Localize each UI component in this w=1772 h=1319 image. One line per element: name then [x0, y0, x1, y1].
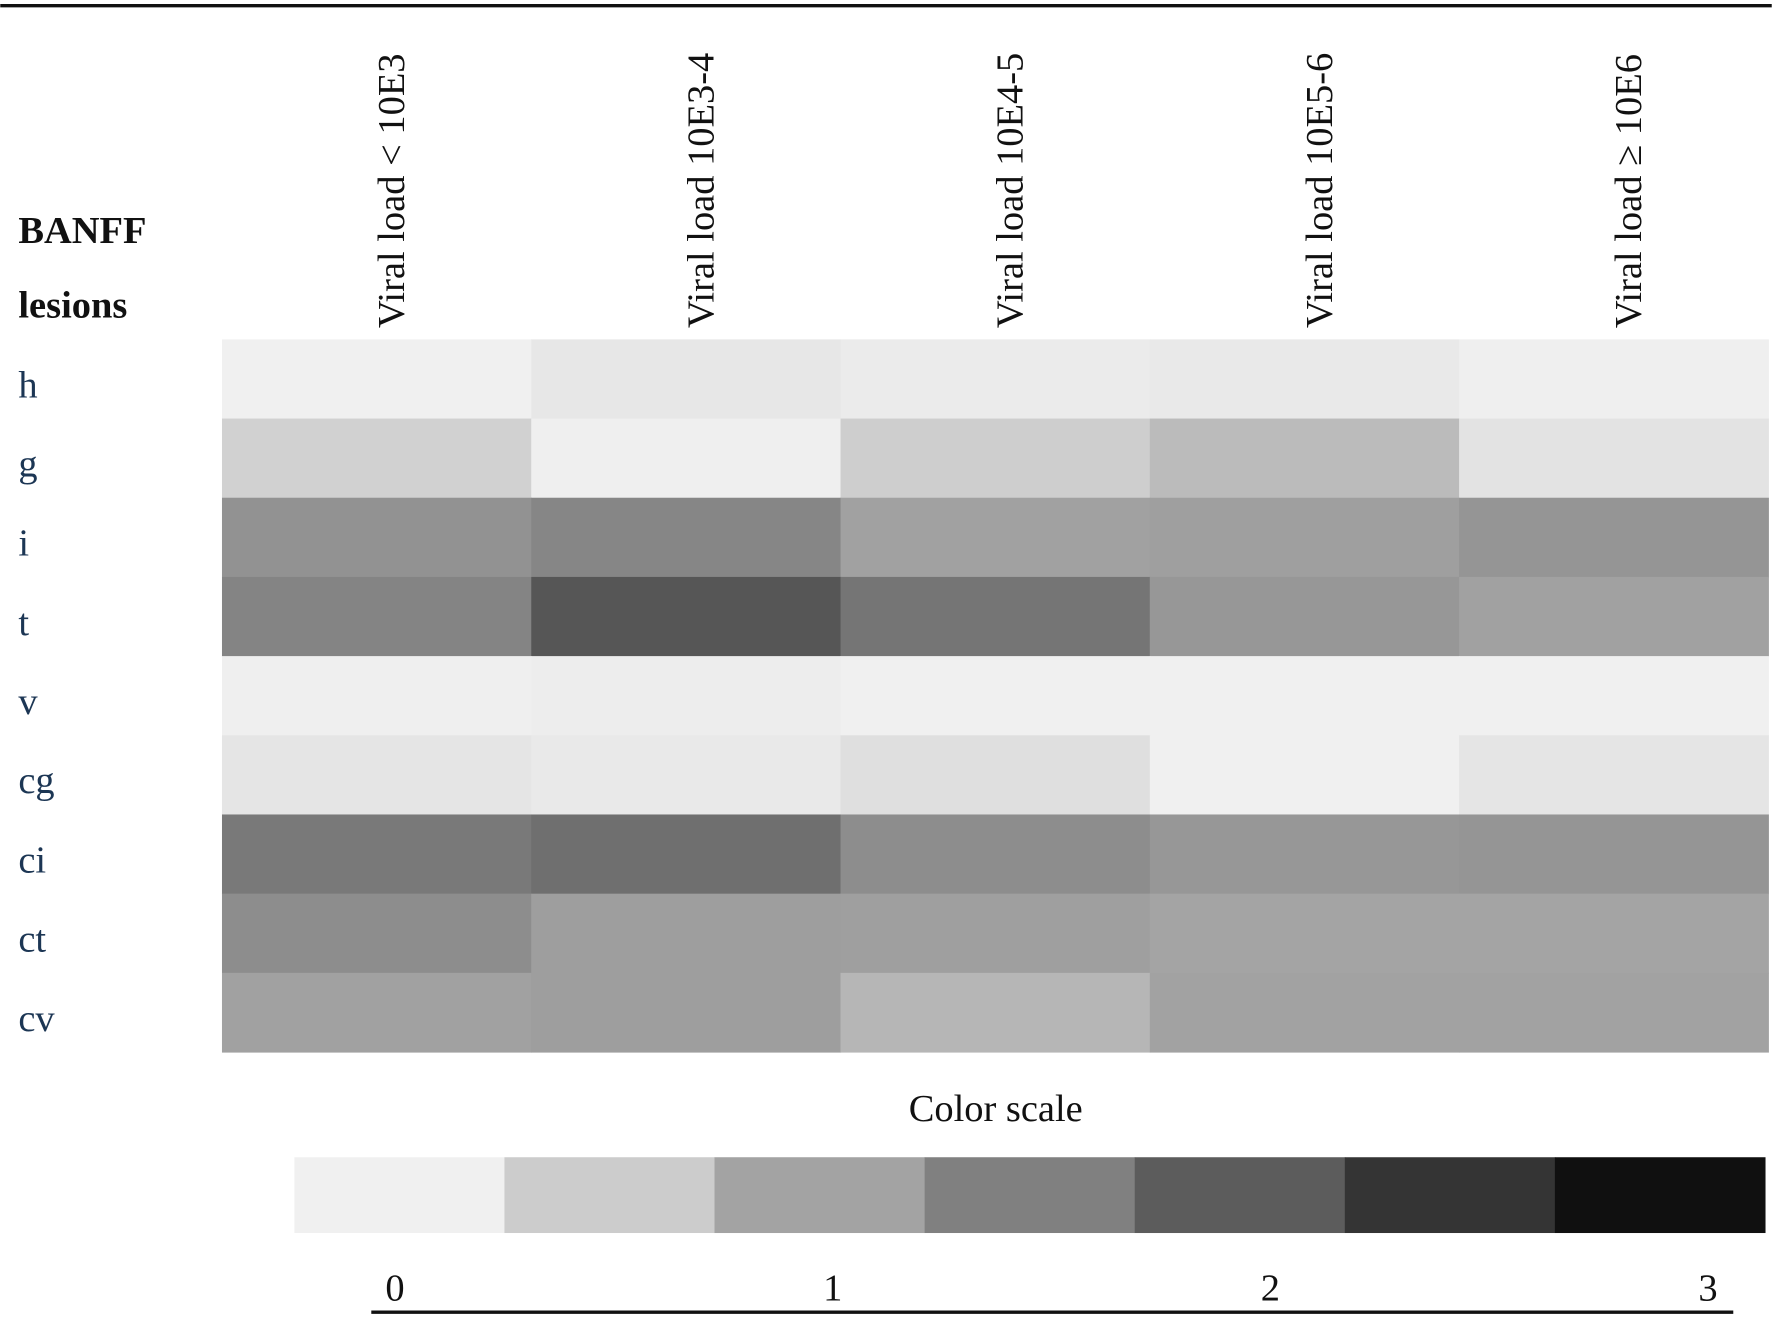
heatmap-cell: [1459, 814, 1769, 895]
heatmap-cell: [531, 735, 842, 816]
heatmap-cell: [840, 497, 1151, 578]
heatmap-cell: [531, 893, 842, 974]
heatmap-cell: [1149, 972, 1460, 1053]
heatmap-cell: [840, 972, 1151, 1053]
colorbar-tick-label: 3: [1698, 1268, 1717, 1310]
heatmap-cell: [531, 339, 842, 420]
heatmap-cell: [840, 339, 1151, 420]
colorbar-swatch: [1134, 1157, 1346, 1234]
heatmap-cell: [1459, 339, 1769, 420]
colorbar-tick-label: 1: [823, 1268, 842, 1310]
heatmap-cell: [1149, 576, 1460, 657]
colorbar-swatch: [294, 1157, 506, 1234]
heatmap-cell: [531, 576, 842, 657]
colorbar-title: Color scale: [909, 1088, 1083, 1130]
row-label: t: [18, 602, 29, 644]
row-label: ct: [18, 919, 46, 961]
heatmap-cell: [1459, 735, 1769, 816]
row-label: cg: [18, 760, 54, 802]
column-label: Viral load 10E5-6: [1299, 53, 1341, 328]
heatmap-cell: [1149, 735, 1460, 816]
heatmap-cell: [221, 418, 532, 499]
column-label: Viral load 10E3-4: [680, 53, 722, 328]
heatmap-cell: [1459, 656, 1769, 736]
heatmap-cell: [840, 814, 1151, 895]
heatmap-cell: [531, 972, 842, 1053]
heatmap-cell: [1149, 656, 1460, 736]
colorbar-swatch: [924, 1157, 1136, 1234]
row-label: i: [18, 523, 29, 565]
heatmap-cell: [1459, 972, 1769, 1053]
heatmap-cell: [1149, 893, 1460, 974]
heatmap-cell: [1149, 814, 1460, 895]
heatmap-cell: [840, 735, 1151, 816]
colorbar-swatch: [1554, 1157, 1766, 1234]
heatmap-cell: [1459, 576, 1769, 657]
heatmap-cell: [840, 893, 1151, 974]
column-label: Viral load ≥ 10E6: [1608, 54, 1650, 328]
row-label: v: [18, 681, 38, 723]
heatmap-cell: [221, 972, 532, 1053]
colorbar-swatch: [714, 1157, 926, 1234]
heatmap-cell: [531, 814, 842, 895]
heatmap-cell: [1459, 418, 1769, 499]
heatmap-cell: [531, 418, 842, 499]
heatmap-cell: [1149, 339, 1460, 420]
heatmap-cell: [221, 814, 532, 895]
row-label: g: [18, 443, 37, 485]
heatmap-cell: [221, 656, 532, 736]
heatmap-cell: [531, 656, 842, 736]
heatmap-cell: [1459, 893, 1769, 974]
colorbar-swatch: [1344, 1157, 1556, 1234]
row-label: cv: [18, 998, 55, 1040]
column-label: Viral load < 10E3: [371, 53, 413, 328]
heatmap-cell: [1149, 497, 1460, 578]
colorbar-tick-label: 0: [385, 1268, 404, 1310]
heatmap-cell: [840, 418, 1151, 499]
heatmap-cell: [221, 497, 532, 578]
colorbar-swatch: [504, 1157, 716, 1234]
row-label: h: [18, 364, 37, 406]
row-label: ci: [18, 839, 46, 881]
heatmap-cell: [221, 339, 532, 420]
heatmap-cell: [221, 735, 532, 816]
heatmap-cell: [1459, 497, 1769, 578]
heatmap-cell: [531, 497, 842, 578]
heatmap-cell: [840, 576, 1151, 657]
y-axis-label: lesions: [18, 285, 127, 327]
y-axis-label: BANFF: [18, 210, 146, 252]
column-label: Viral load 10E4-5: [990, 53, 1032, 328]
heatmap-cell: [840, 656, 1151, 736]
colorbar-tick-label: 2: [1261, 1268, 1280, 1310]
heatmap-cell: [1149, 418, 1460, 499]
heatmap-cell: [221, 893, 532, 974]
heatmap-cell: [221, 576, 532, 657]
